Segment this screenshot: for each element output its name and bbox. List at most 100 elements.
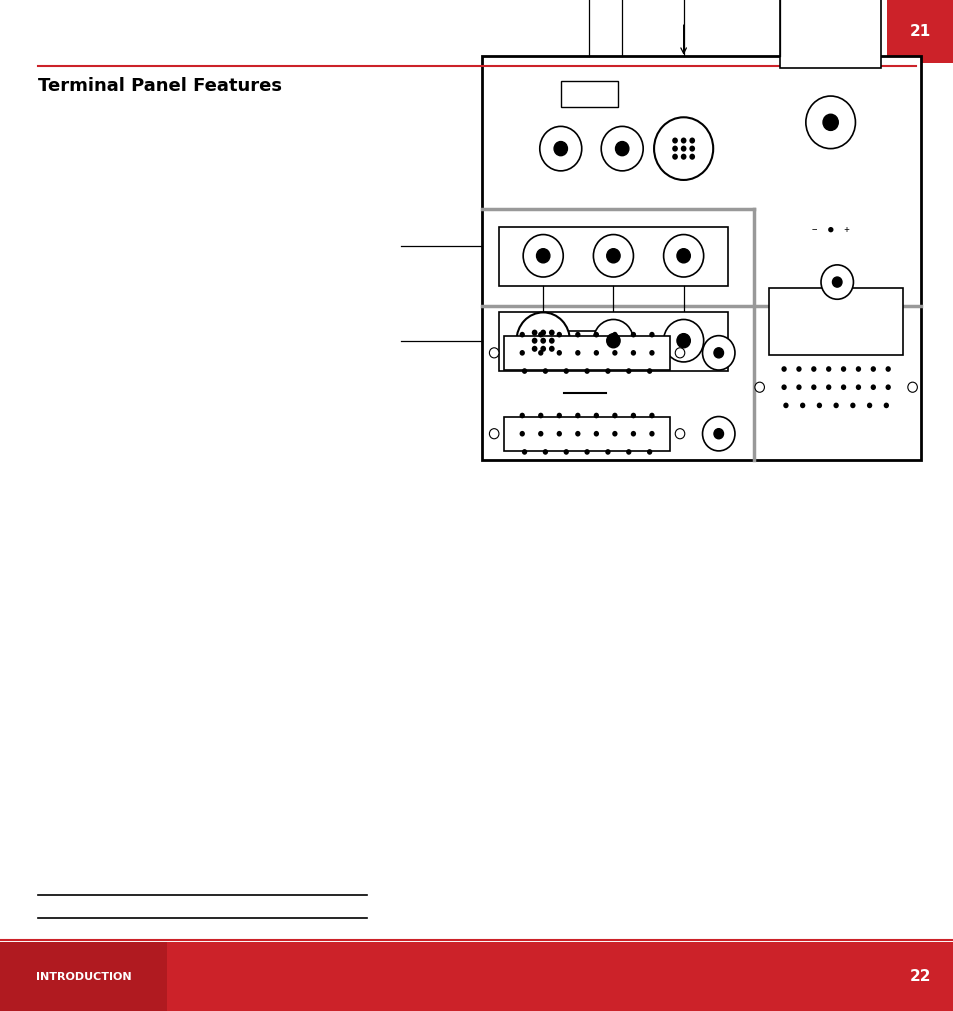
Bar [886,0,953,63]
Bar [0,942,953,1011]
Circle shape [821,265,853,299]
Bar [780,0,881,68]
Circle shape [584,368,589,374]
Circle shape [825,366,830,372]
Circle shape [701,417,734,451]
Circle shape [884,366,890,372]
Circle shape [649,332,654,338]
Circle shape [680,154,686,160]
Circle shape [531,338,537,344]
Circle shape [539,330,545,336]
Circle shape [713,348,722,358]
Circle shape [615,142,628,156]
Text: INTRODUCTION: INTRODUCTION [36,972,132,982]
Circle shape [537,431,543,437]
Circle shape [796,366,801,372]
Circle shape [537,350,543,356]
Text: 22: 22 [909,970,930,984]
Circle shape [519,350,524,356]
Circle shape [810,366,816,372]
Circle shape [522,235,562,277]
Circle shape [882,402,888,408]
Text: 21: 21 [909,24,930,38]
Circle shape [907,382,917,392]
Circle shape [855,384,861,390]
Circle shape [604,449,610,455]
Circle shape [519,332,524,338]
Circle shape [584,449,589,455]
Circle shape [556,332,561,338]
Circle shape [519,412,524,419]
Circle shape [539,338,545,344]
Circle shape [649,350,654,356]
Circle shape [630,412,636,419]
Circle shape [689,154,695,160]
Circle shape [548,338,554,344]
Circle shape [556,431,561,437]
Circle shape [548,330,554,336]
Circle shape [800,402,804,408]
Bar [503,417,670,451]
Circle shape [680,146,686,152]
Circle shape [825,384,830,390]
Circle shape [672,137,678,144]
Bar [503,336,670,370]
Circle shape [840,366,845,372]
Circle shape [554,142,567,156]
Circle shape [663,319,703,362]
Bar [498,227,727,286]
Circle shape [606,334,619,348]
Circle shape [649,412,654,419]
Circle shape [816,402,821,408]
Circle shape [810,384,816,390]
Circle shape [606,249,619,263]
Text: −  ●  +: − ● + [811,225,848,234]
Circle shape [849,402,855,408]
Circle shape [822,114,838,130]
Circle shape [593,332,598,338]
Circle shape [832,277,841,287]
Circle shape [689,137,695,144]
Circle shape [675,429,684,439]
Circle shape [593,431,598,437]
Circle shape [677,249,690,263]
Circle shape [646,449,652,455]
Circle shape [689,146,695,152]
Circle shape [556,350,561,356]
Circle shape [646,368,652,374]
Circle shape [604,368,610,374]
Circle shape [516,312,569,369]
Circle shape [489,429,498,439]
Circle shape [537,332,543,338]
Circle shape [489,348,498,358]
Circle shape [675,348,684,358]
Circle shape [672,146,678,152]
Circle shape [539,346,545,352]
Circle shape [521,368,527,374]
Circle shape [672,154,678,160]
Circle shape [630,431,636,437]
Circle shape [519,431,524,437]
Circle shape [593,412,598,419]
Circle shape [754,382,763,392]
Circle shape [701,336,734,370]
Circle shape [593,319,633,362]
Circle shape [654,117,713,180]
Circle shape [575,332,579,338]
Circle shape [575,350,579,356]
Circle shape [612,332,617,338]
Circle shape [805,96,855,149]
Bar [0,942,167,1011]
Circle shape [649,431,654,437]
Circle shape [600,126,642,171]
Circle shape [575,412,579,419]
Bar [768,288,902,355]
Text: Terminal Panel Features: Terminal Panel Features [38,77,282,95]
Circle shape [840,384,845,390]
Bar [481,56,920,460]
Circle shape [884,384,890,390]
Circle shape [563,449,568,455]
Circle shape [630,350,636,356]
Circle shape [548,346,554,352]
Circle shape [593,235,633,277]
